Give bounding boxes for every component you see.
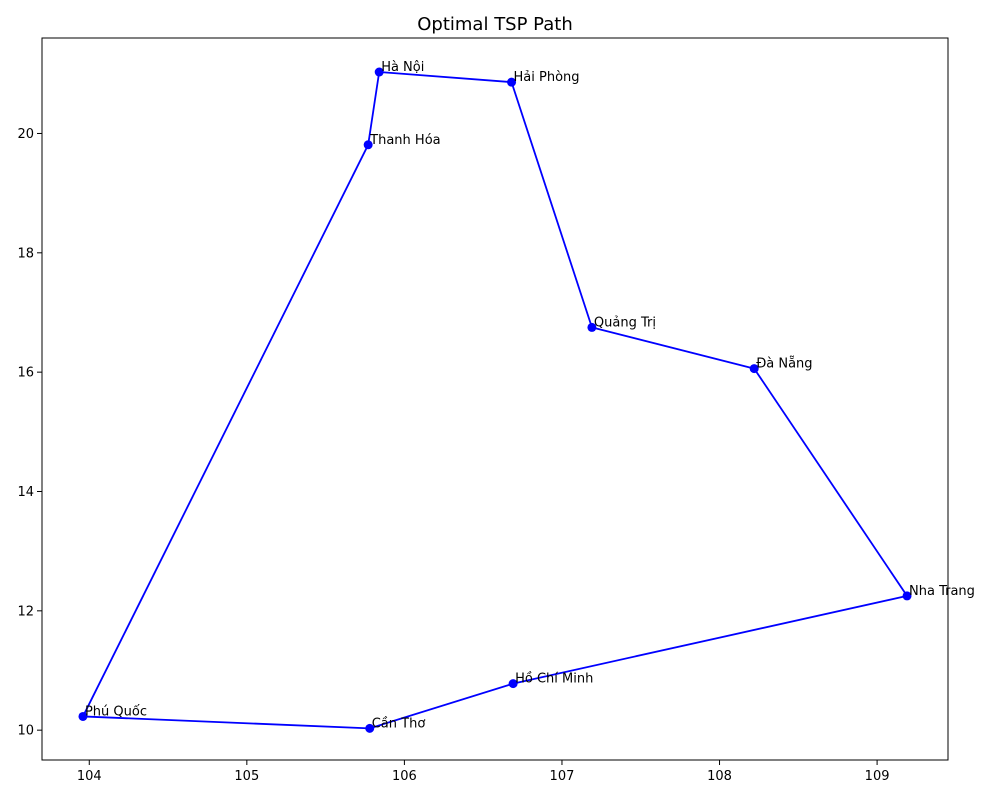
x-tick-label: 107 — [550, 769, 575, 784]
path-segment — [379, 71, 512, 84]
path-segment — [510, 81, 593, 328]
x-tick-label: 109 — [865, 769, 890, 784]
city-point — [587, 322, 597, 332]
y-tick-label: 10 — [17, 724, 34, 739]
axes-frame — [41, 37, 949, 761]
city-point — [363, 140, 373, 150]
path-segment — [367, 71, 381, 145]
city-point — [365, 723, 375, 733]
city-point — [374, 67, 384, 77]
y-tick-label: 12 — [17, 604, 34, 619]
path-segment — [369, 682, 514, 730]
chart-title: Optimal TSP Path — [417, 14, 572, 35]
path-segment — [753, 368, 908, 597]
x-tick-label: 105 — [234, 769, 259, 784]
x-tick-label: 104 — [77, 769, 102, 784]
y-tick-label: 18 — [17, 246, 34, 261]
city-label: Phú Quốc — [85, 704, 147, 719]
y-tick-label: 20 — [17, 127, 34, 142]
city-point — [749, 364, 759, 374]
city-point — [508, 679, 518, 689]
city-label: Hải Phòng — [514, 70, 580, 85]
city-label: Quảng Trị — [594, 315, 656, 330]
city-label: Nha Trang — [909, 584, 975, 599]
x-tick-label: 108 — [707, 769, 732, 784]
city-label: Thanh Hóa — [369, 133, 440, 148]
city-point — [902, 591, 912, 601]
path-segment — [82, 715, 370, 730]
city-label: Đà Nẵng — [756, 357, 812, 372]
city-label: Cần Thơ — [372, 716, 426, 731]
y-tick-label: 14 — [17, 485, 34, 500]
path-segment — [82, 144, 369, 717]
city-point — [78, 711, 88, 721]
path-segment — [591, 326, 755, 370]
city-label: Hồ Chí Minh — [515, 672, 593, 687]
x-tick-label: 106 — [392, 769, 417, 784]
y-tick-label: 16 — [17, 366, 34, 381]
path-segment — [512, 595, 908, 685]
plot-area: Hà Nội Hải Phòng Quảng Trị Đà Nẵng Nha Trang… — [78, 60, 975, 733]
city-label: Hà Nội — [381, 60, 424, 75]
city-point — [507, 77, 517, 87]
